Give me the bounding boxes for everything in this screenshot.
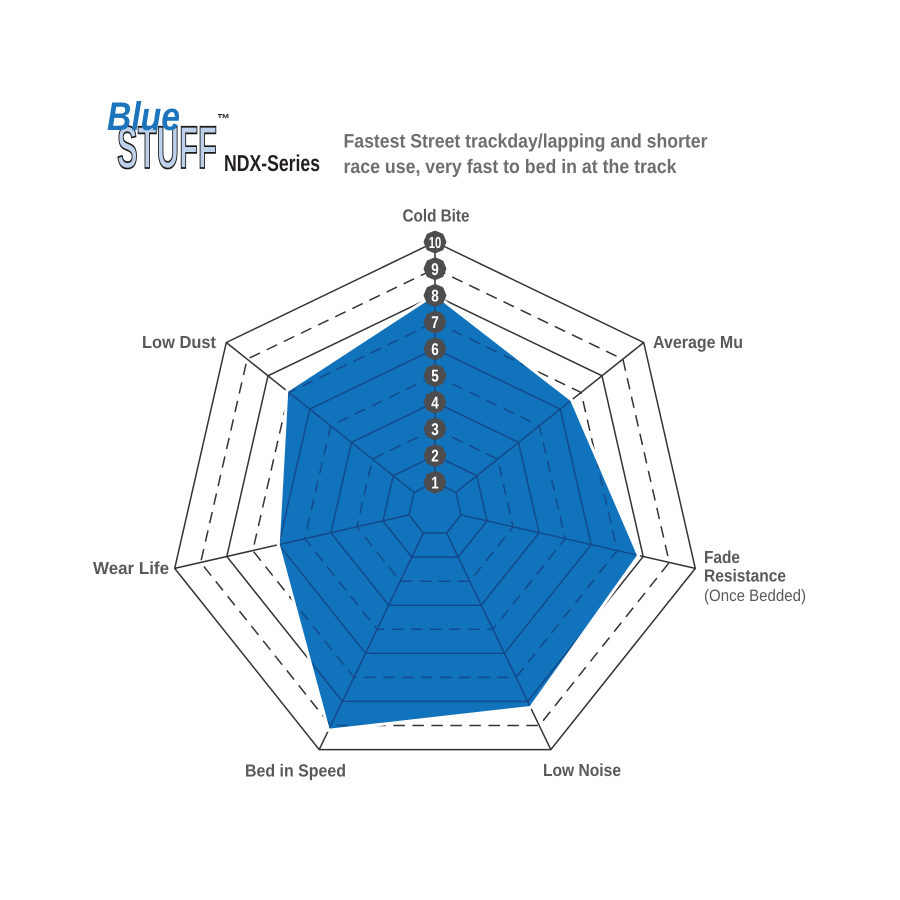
- svg-text:™: ™: [217, 111, 230, 126]
- svg-text:7: 7: [431, 313, 439, 332]
- svg-text:race use, very fast to bed in: race use, very fast to bed in at the tra…: [344, 156, 677, 178]
- svg-text:Resistance: Resistance: [704, 566, 786, 586]
- svg-text:NDX-Series: NDX-Series: [224, 150, 320, 176]
- svg-text:2: 2: [431, 447, 439, 466]
- svg-text:Wear Life: Wear Life: [93, 558, 169, 578]
- svg-text:10: 10: [429, 235, 442, 252]
- svg-text:9: 9: [431, 260, 439, 279]
- svg-text:Fade: Fade: [704, 547, 740, 567]
- svg-text:(Once Bedded): (Once Bedded): [704, 587, 806, 605]
- svg-text:4: 4: [431, 393, 439, 412]
- svg-text:6: 6: [431, 340, 439, 359]
- svg-text:Blue: Blue: [107, 95, 180, 139]
- svg-text:3: 3: [431, 420, 439, 439]
- svg-text:1: 1: [431, 473, 439, 492]
- svg-text:Fastest Street trackday/lappin: Fastest Street trackday/lapping and shor…: [344, 131, 708, 153]
- svg-text:STUFF: STUFF: [117, 114, 217, 181]
- svg-text:Low Noise: Low Noise: [543, 760, 621, 780]
- svg-text:5: 5: [431, 367, 439, 386]
- svg-text:Bed in Speed: Bed in Speed: [245, 761, 346, 781]
- svg-text:Average Mu: Average Mu: [653, 332, 743, 352]
- svg-text:Low Dust: Low Dust: [142, 332, 216, 352]
- svg-text:Cold Bite: Cold Bite: [403, 206, 470, 226]
- svg-text:8: 8: [431, 287, 439, 306]
